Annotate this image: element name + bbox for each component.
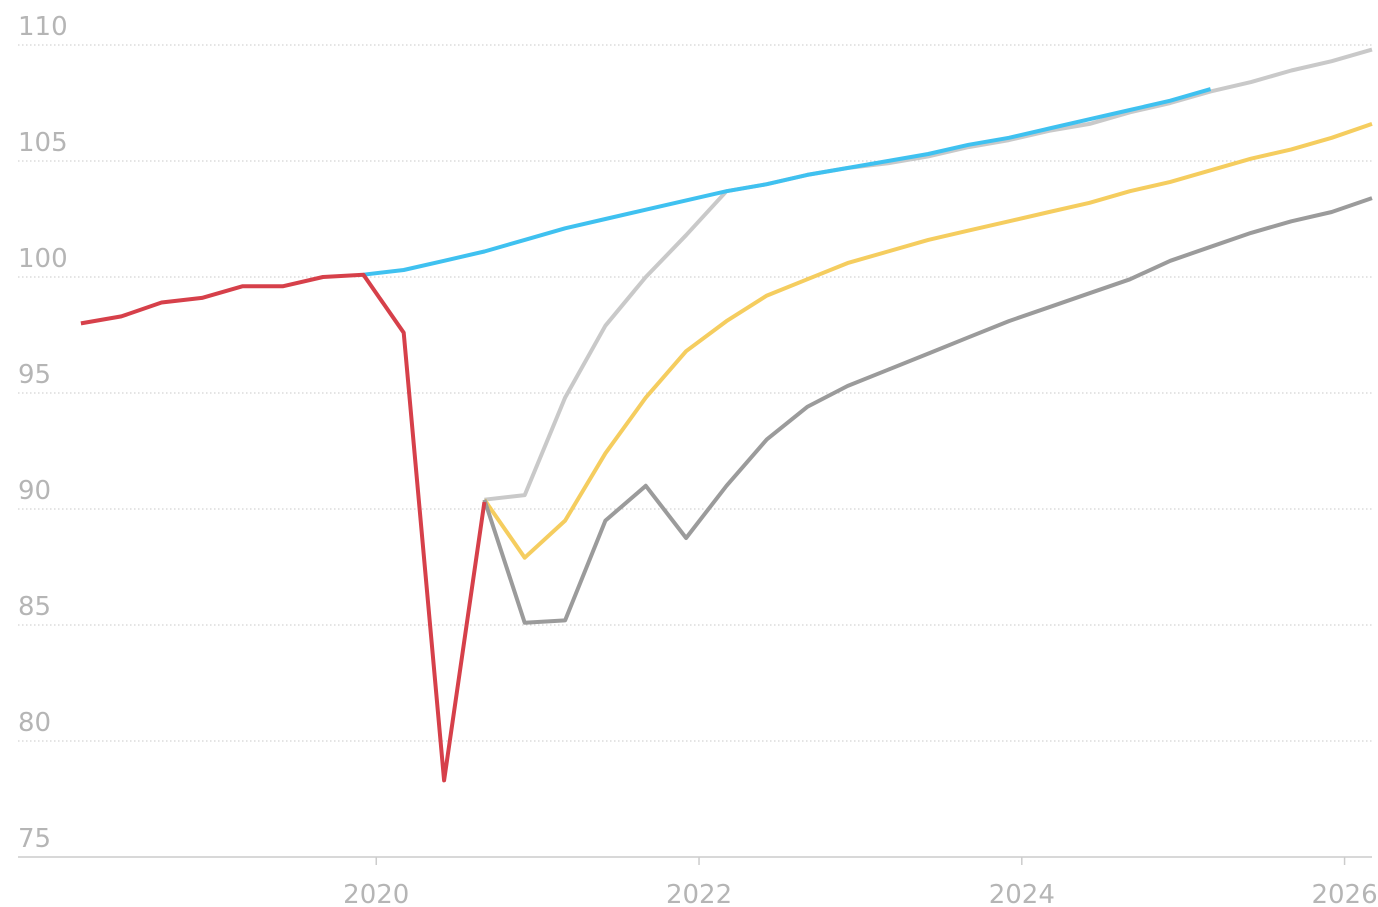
x-tick-label: 2026 [1311, 880, 1377, 907]
line-series [484, 47, 1373, 502]
line-series [482, 122, 1373, 560]
line-series [80, 272, 487, 783]
x-tick-label: 2022 [666, 880, 732, 907]
line-series [482, 196, 1373, 625]
y-tick-label: 110 [18, 12, 68, 42]
y-tick-label: 105 [18, 128, 68, 158]
y-tick-label: 100 [18, 244, 68, 274]
y-tick-label: 85 [18, 592, 51, 622]
y-tick-label: 80 [18, 708, 51, 738]
x-tick-label: 2024 [989, 880, 1055, 907]
line-series [363, 87, 1212, 277]
x-tick-label: 2020 [343, 880, 409, 907]
y-tick-label: 95 [18, 360, 51, 390]
y-tick-label: 75 [18, 824, 51, 854]
y-tick-label: 90 [18, 476, 51, 506]
